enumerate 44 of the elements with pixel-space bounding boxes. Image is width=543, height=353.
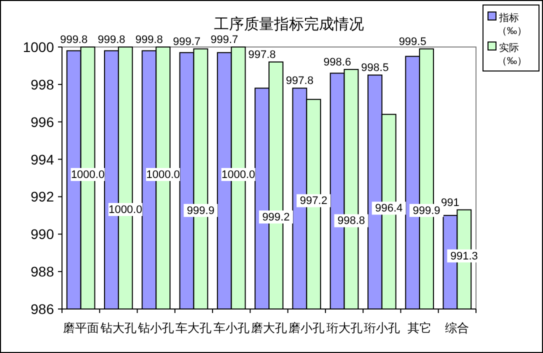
- x-tick-label: 珩大孔: [326, 321, 362, 335]
- data-label: 997.8: [248, 48, 276, 61]
- data-label: 999.5: [398, 36, 426, 48]
- data-label: 997.2: [300, 195, 328, 208]
- data-label: 999.8: [60, 34, 88, 46]
- x-tick-label: 车大孔: [176, 321, 212, 335]
- data-label: 999.7: [210, 34, 238, 46]
- data-label: 996.4: [375, 202, 403, 215]
- x-tick-label: 磨小孔: [288, 321, 325, 335]
- data-label: 999.2: [262, 211, 290, 224]
- data-label: 1000.0: [108, 204, 142, 216]
- data-label: 999.9: [412, 204, 440, 217]
- data-label: 991: [441, 196, 460, 209]
- x-tick-label: 钻小孔: [137, 321, 174, 335]
- data-label: 998.5: [361, 62, 389, 74]
- y-tick-label: 988: [30, 264, 54, 280]
- x-tick-label: 磨大孔: [251, 321, 287, 335]
- y-tick-label: 986: [30, 301, 54, 317]
- data-label: 1000.0: [222, 169, 256, 181]
- x-tick-label: 磨平面: [62, 321, 99, 335]
- y-tick-label: 998: [30, 76, 54, 92]
- data-label: 999.7: [173, 36, 201, 48]
- y-tick-label: 990: [30, 226, 54, 242]
- legend-label: 实际（‰）: [497, 42, 527, 67]
- y-tick-label: 992: [30, 188, 54, 205]
- legend-label: 指标（‰）: [497, 12, 527, 37]
- x-tick-label: 珩小孔: [364, 321, 400, 335]
- data-label: 999.9: [186, 204, 214, 217]
- x-tick-label: 综合: [445, 321, 470, 335]
- y-tick-label: 996: [30, 114, 54, 130]
- data-label: 999.8: [135, 34, 163, 46]
- data-label: 998.6: [324, 56, 352, 68]
- data-label: 991.3: [450, 250, 478, 262]
- data-label: 997.8: [286, 75, 314, 88]
- data-label: 1000.0: [70, 169, 105, 181]
- x-tick-label: 其它: [408, 321, 432, 335]
- x-tick-label: 车小孔: [213, 321, 250, 335]
- y-tick-label: 994: [30, 151, 54, 168]
- y-tick-label: 1000: [22, 39, 54, 55]
- data-label: 998.8: [337, 215, 365, 228]
- x-tick-label: 钻大孔: [99, 321, 136, 335]
- data-label: 1000.0: [146, 169, 180, 181]
- chart-title: 工序质量指标完成情况: [214, 16, 364, 33]
- data-label: 999.8: [98, 34, 126, 46]
